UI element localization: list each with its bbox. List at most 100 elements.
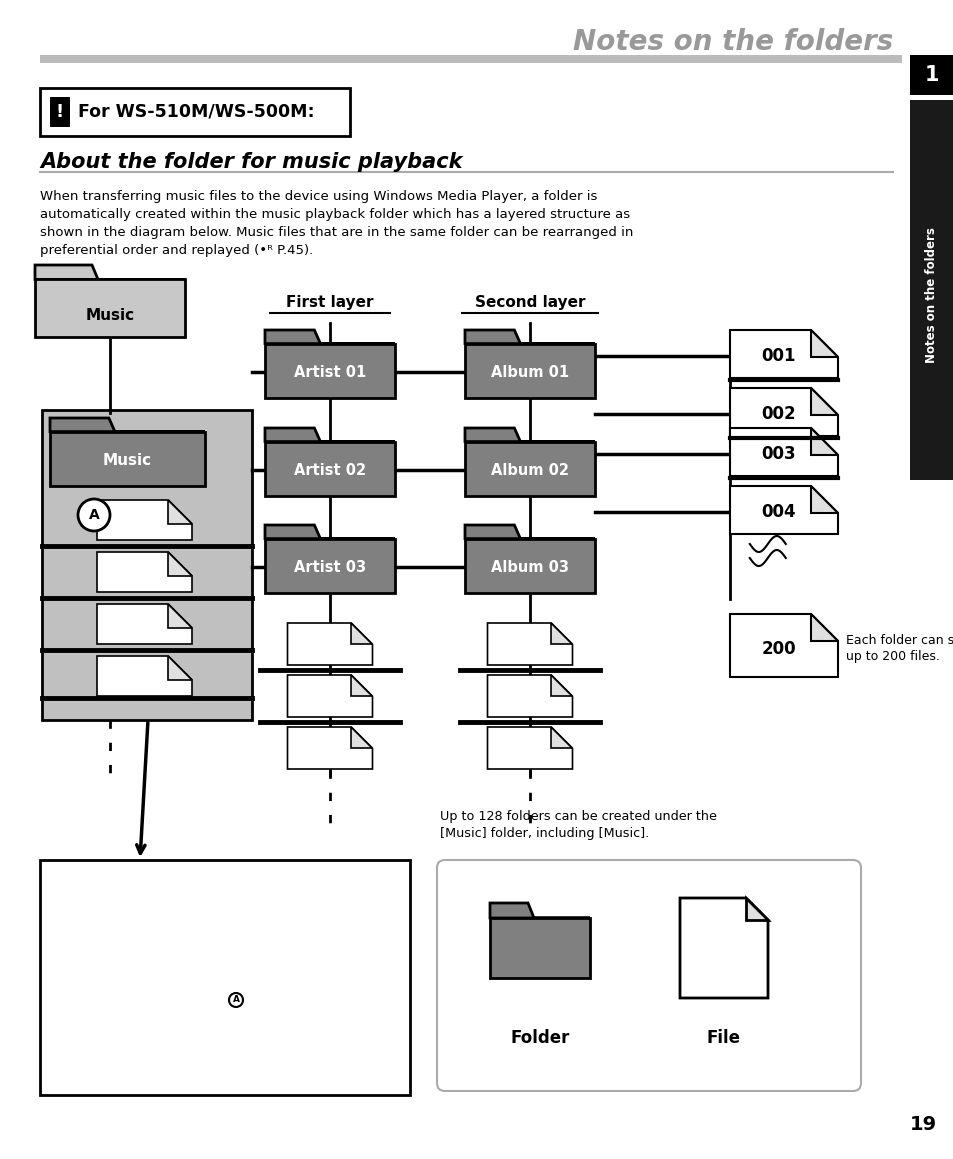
Text: Album 02: Album 02 — [491, 462, 568, 478]
Polygon shape — [551, 624, 572, 644]
Polygon shape — [464, 525, 595, 539]
Text: 002: 002 — [760, 406, 795, 423]
Polygon shape — [464, 330, 595, 343]
Polygon shape — [287, 727, 372, 770]
Text: File: File — [706, 1029, 740, 1047]
Polygon shape — [97, 500, 192, 540]
Polygon shape — [265, 525, 395, 539]
Polygon shape — [810, 330, 837, 357]
Polygon shape — [168, 500, 192, 524]
Polygon shape — [168, 604, 192, 628]
Text: shown in the diagram below. Music files that are in the same folder can be rearr: shown in the diagram below. Music files … — [40, 226, 633, 239]
Polygon shape — [35, 265, 185, 279]
Text: Precautions for transferring: Precautions for transferring — [52, 874, 284, 889]
Text: 004: 004 — [760, 503, 795, 522]
Polygon shape — [464, 442, 595, 496]
Polygon shape — [464, 539, 595, 593]
Polygon shape — [487, 624, 572, 665]
Text: 19: 19 — [909, 1115, 936, 1135]
Text: 200: 200 — [760, 640, 795, 657]
Text: About the folder for music playback: About the folder for music playback — [40, 152, 462, 172]
Text: click [Start Sync] instead of setting the: click [Start Sync] instead of setting th… — [52, 952, 313, 965]
Text: Up to 128 folders can be created under the: Up to 128 folders can be created under t… — [439, 810, 716, 823]
Bar — [42, 410, 252, 720]
Circle shape — [229, 993, 243, 1007]
Text: Artist 02: Artist 02 — [294, 462, 366, 478]
Bar — [50, 97, 70, 127]
Polygon shape — [810, 428, 837, 455]
Polygon shape — [50, 418, 205, 431]
Text: Folder: Folder — [510, 1029, 569, 1047]
Text: Artist 03: Artist 03 — [294, 560, 366, 575]
Polygon shape — [265, 442, 395, 496]
Polygon shape — [265, 343, 395, 398]
Text: When using Windows Media Player 10,: When using Windows Media Player 10, — [52, 932, 310, 945]
Polygon shape — [729, 388, 837, 436]
Text: A: A — [233, 996, 239, 1005]
Polygon shape — [464, 428, 595, 442]
Text: For WS-510M/WS-500M:: For WS-510M/WS-500M: — [78, 103, 314, 121]
Text: Music: Music — [86, 307, 134, 322]
Text: (•ᴿ P.57).: (•ᴿ P.57). — [52, 1012, 112, 1025]
Polygon shape — [168, 656, 192, 679]
Polygon shape — [287, 675, 372, 717]
Text: When transferring music files to the device using Windows Media Player, a folder: When transferring music files to the dev… — [40, 190, 597, 203]
Bar — [40, 88, 350, 136]
Text: !: ! — [56, 103, 64, 121]
Circle shape — [78, 500, 110, 531]
Polygon shape — [729, 428, 837, 476]
Polygon shape — [464, 343, 595, 398]
Text: [Music] folder, including [Music].: [Music] folder, including [Music]. — [439, 828, 649, 840]
Polygon shape — [810, 614, 837, 641]
Text: preferential order and replayed (•ᴿ P.45).: preferential order and replayed (•ᴿ P.45… — [40, 245, 313, 257]
Polygon shape — [810, 486, 837, 513]
Text: Notes on the folders: Notes on the folders — [572, 28, 892, 56]
Text: 001: 001 — [760, 348, 795, 365]
Text: synchronization options. All the files: synchronization options. All the files — [52, 972, 294, 985]
FancyBboxPatch shape — [436, 860, 861, 1091]
Polygon shape — [35, 279, 185, 337]
Text: will be transferred to the part: will be transferred to the part — [52, 992, 253, 1005]
Polygon shape — [97, 656, 192, 697]
Polygon shape — [729, 614, 837, 677]
Polygon shape — [487, 727, 572, 770]
Text: 1: 1 — [923, 65, 939, 85]
Polygon shape — [810, 388, 837, 415]
Polygon shape — [487, 675, 572, 717]
Polygon shape — [551, 727, 572, 749]
Polygon shape — [351, 675, 372, 697]
Text: music files:: music files: — [52, 894, 146, 909]
Polygon shape — [679, 898, 767, 998]
Polygon shape — [490, 903, 589, 918]
Polygon shape — [97, 604, 192, 644]
Text: Second layer: Second layer — [475, 296, 584, 311]
Bar — [40, 54, 901, 63]
Polygon shape — [265, 539, 395, 593]
Text: A: A — [89, 508, 99, 522]
Text: Each folder can store: Each folder can store — [845, 634, 953, 647]
Polygon shape — [287, 624, 372, 665]
Polygon shape — [351, 727, 372, 749]
Bar — [909, 54, 953, 95]
Polygon shape — [265, 330, 395, 343]
Text: Notes on the folders: Notes on the folders — [924, 227, 938, 363]
Polygon shape — [265, 428, 395, 442]
Polygon shape — [729, 486, 837, 534]
Text: Album 01: Album 01 — [491, 365, 569, 380]
Text: Artist 01: Artist 01 — [294, 365, 366, 380]
Text: above: above — [246, 992, 291, 1005]
Polygon shape — [745, 898, 767, 920]
Polygon shape — [490, 918, 589, 978]
Text: First layer: First layer — [286, 296, 374, 311]
Polygon shape — [97, 552, 192, 592]
Polygon shape — [551, 675, 572, 697]
Text: 003: 003 — [760, 445, 795, 464]
Polygon shape — [50, 431, 205, 486]
Bar — [909, 100, 953, 480]
Text: Music: Music — [103, 453, 152, 468]
Text: up to 200 files.: up to 200 files. — [845, 650, 939, 663]
Polygon shape — [729, 330, 837, 378]
Bar — [40, 860, 410, 1095]
Text: automatically created within the music playback folder which has a layered struc: automatically created within the music p… — [40, 207, 630, 221]
Polygon shape — [168, 552, 192, 576]
